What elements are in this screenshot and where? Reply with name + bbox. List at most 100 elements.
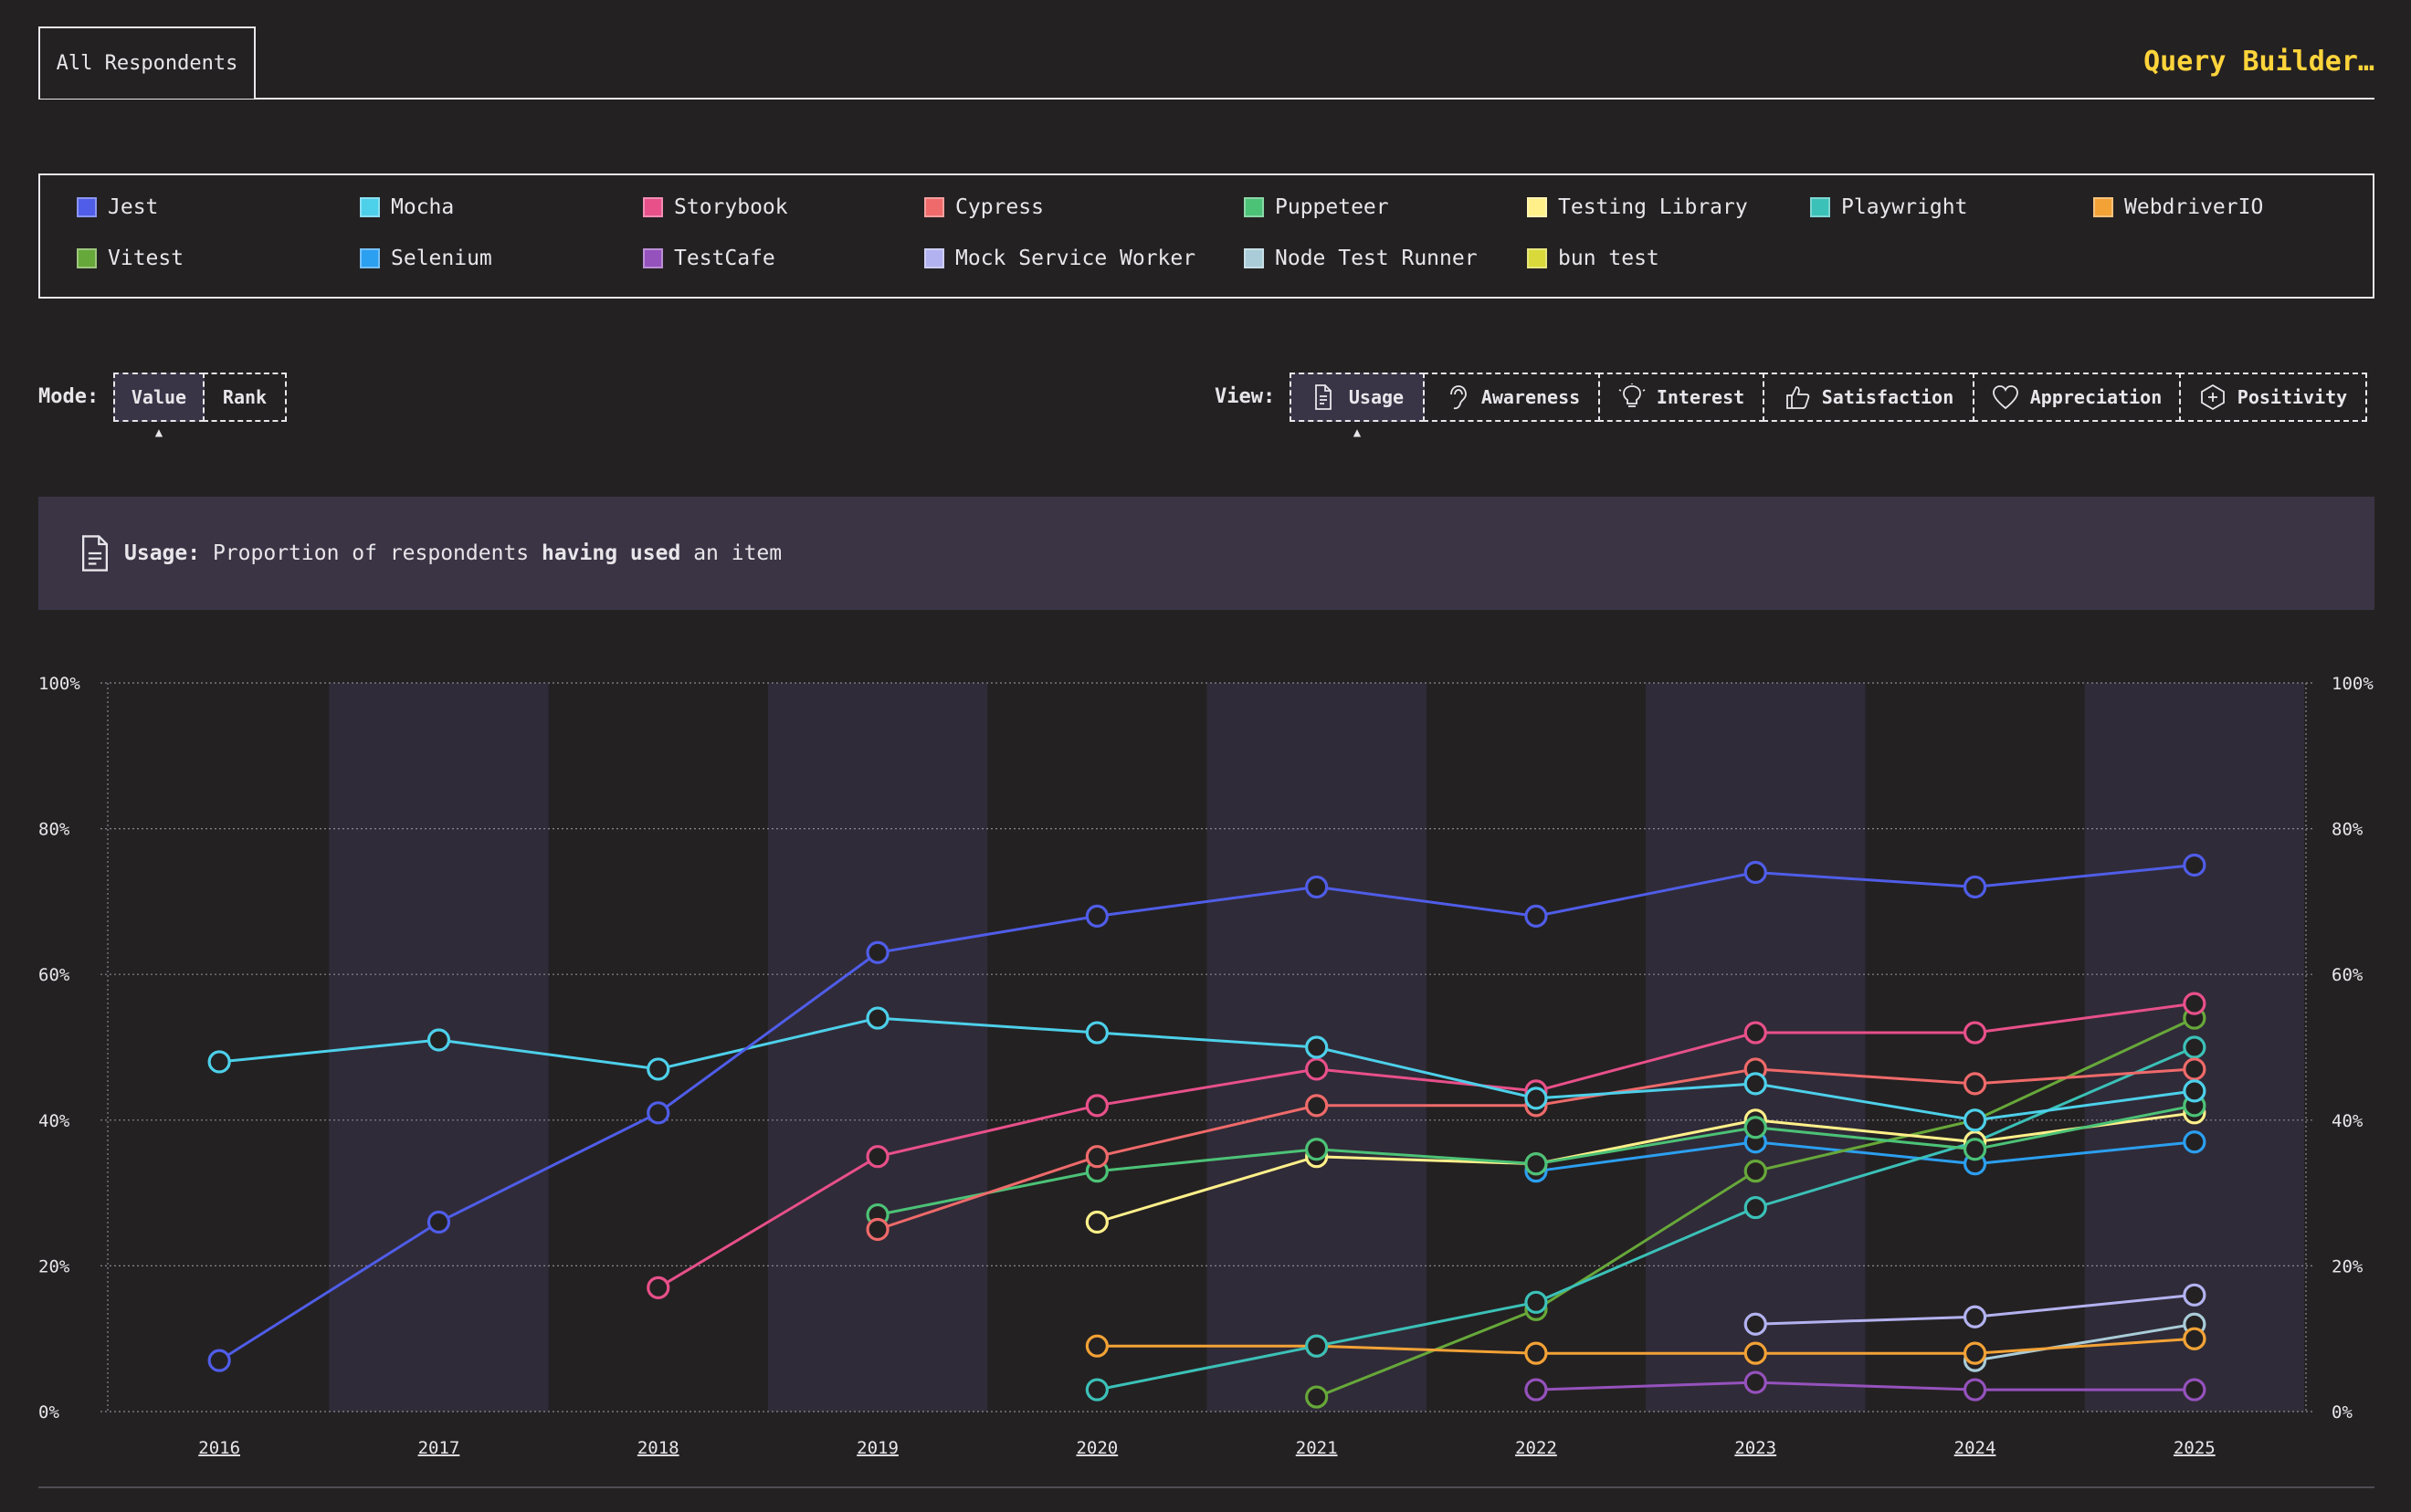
x-tick-label: 2025 bbox=[2174, 1438, 2216, 1458]
view-option-label: Appreciation bbox=[2029, 386, 2163, 408]
data-point bbox=[1743, 1072, 1767, 1096]
data-point bbox=[1743, 1021, 1767, 1045]
view-label: View: bbox=[1215, 385, 1276, 408]
series-line-testing-library bbox=[1096, 1111, 2195, 1223]
data-point bbox=[1524, 1378, 1548, 1402]
view-awareness-button[interactable]: Awareness bbox=[1423, 373, 1600, 422]
y-tick-label-left: 60% bbox=[38, 965, 70, 985]
legend-item-vitest[interactable]: Vitest bbox=[77, 247, 184, 270]
data-point bbox=[207, 1050, 231, 1074]
legend-item-bun-test[interactable]: bun test bbox=[1527, 247, 1659, 270]
data-point bbox=[1743, 1312, 1767, 1336]
legend-item-playwright[interactable]: Playwright bbox=[1810, 195, 1967, 219]
mode-toggle: Value ▲ Rank bbox=[113, 373, 287, 440]
data-point bbox=[1963, 1108, 1987, 1132]
series-line-testcafe bbox=[1535, 1381, 2195, 1391]
legend-item-storybook[interactable]: Storybook bbox=[643, 195, 788, 219]
legend-label: Node Test Runner bbox=[1275, 247, 1478, 270]
data-point bbox=[2183, 1378, 2206, 1402]
data-point bbox=[1305, 1035, 1329, 1059]
data-point bbox=[2183, 853, 2206, 877]
x-tick-label: 2022 bbox=[1515, 1438, 1557, 1458]
view-satisfaction-button[interactable]: Satisfaction bbox=[1763, 373, 1974, 422]
data-point bbox=[866, 1006, 890, 1030]
legend-item-selenium[interactable]: Selenium bbox=[360, 247, 492, 270]
data-point bbox=[866, 1145, 890, 1169]
respondents-tab[interactable]: All Respondents bbox=[38, 26, 256, 99]
query-builder-button[interactable]: Query Builder… bbox=[2143, 46, 2374, 78]
legend-item-webdriverio[interactable]: WebdriverIO bbox=[2093, 195, 2263, 219]
view-option-label: Satisfaction bbox=[1821, 386, 1954, 408]
legend-swatch bbox=[360, 248, 380, 268]
data-point bbox=[1524, 904, 1548, 928]
legend-label: Playwright bbox=[1841, 195, 1968, 219]
mode-value-button[interactable]: Value ▲ bbox=[113, 373, 205, 440]
legend-swatch bbox=[77, 197, 97, 217]
data-point bbox=[1743, 1195, 1767, 1220]
data-point bbox=[1085, 1210, 1109, 1234]
document-icon bbox=[1314, 384, 1332, 410]
data-point bbox=[1743, 1160, 1767, 1183]
legend-item-jest[interactable]: Jest bbox=[77, 195, 158, 219]
data-point bbox=[1743, 860, 1767, 885]
data-point bbox=[1524, 1290, 1548, 1314]
legend-swatch bbox=[77, 248, 97, 268]
data-point bbox=[1743, 1341, 1767, 1365]
legend-item-node-test-runner[interactable]: Node Test Runner bbox=[1244, 247, 1478, 270]
x-tick-label: 2019 bbox=[857, 1438, 899, 1458]
legend-label: Cypress bbox=[955, 195, 1044, 219]
legend-item-testcafe[interactable]: TestCafe bbox=[643, 247, 775, 270]
legend-label: Mocha bbox=[391, 195, 455, 219]
data-point bbox=[1305, 875, 1329, 899]
document-icon bbox=[82, 535, 108, 572]
data-point bbox=[1305, 1138, 1329, 1161]
y-tick-label-right: 80% bbox=[2332, 820, 2364, 840]
data-point bbox=[2183, 1130, 2206, 1154]
description-term: Usage: bbox=[124, 541, 201, 565]
view-appreciation-button[interactable]: Appreciation bbox=[1973, 373, 2181, 422]
x-tick-label: 2017 bbox=[418, 1438, 460, 1458]
view-interest-button[interactable]: Interest bbox=[1598, 373, 1764, 422]
data-point bbox=[647, 1276, 670, 1299]
series-line-storybook bbox=[658, 1002, 2195, 1289]
legend-label: Vitest bbox=[108, 247, 184, 270]
series-line-webdriverio bbox=[1097, 1337, 2195, 1355]
data-point bbox=[1963, 1072, 1987, 1096]
legend-label: Selenium bbox=[391, 247, 492, 270]
legend-item-mock-service-worker[interactable]: Mock Service Worker bbox=[924, 247, 1195, 270]
legend-item-mocha[interactable]: Mocha bbox=[360, 195, 454, 219]
legend-item-testing-library[interactable]: Testing Library bbox=[1527, 195, 1748, 219]
legend-swatch bbox=[1527, 248, 1547, 268]
legend-item-puppeteer[interactable]: Puppeteer bbox=[1244, 195, 1389, 219]
data-point bbox=[1963, 1021, 1987, 1045]
data-point bbox=[1085, 904, 1109, 928]
view-usage-button[interactable]: Usage ▲ bbox=[1290, 373, 1425, 440]
plus-hexagon-icon bbox=[2200, 383, 2225, 411]
metric-description: Usage: Proportion of respondents having … bbox=[38, 497, 2374, 610]
header-divider bbox=[38, 98, 2374, 100]
legend-swatch bbox=[643, 197, 663, 217]
data-point bbox=[1305, 1094, 1329, 1118]
legend-swatch bbox=[360, 197, 380, 217]
view-positivity-button[interactable]: Positivity bbox=[2179, 373, 2367, 422]
data-point bbox=[207, 1349, 231, 1372]
data-point bbox=[426, 1210, 451, 1234]
view-option-label: Interest bbox=[1656, 386, 1745, 408]
x-tick-label: 2023 bbox=[1734, 1438, 1776, 1458]
data-point bbox=[1963, 1138, 1987, 1161]
data-point bbox=[1085, 1334, 1109, 1358]
data-point bbox=[1085, 1378, 1109, 1402]
x-tick-label: 2020 bbox=[1076, 1438, 1118, 1458]
mode-rank-button[interactable]: Rank bbox=[203, 373, 287, 422]
y-tick-label-left: 80% bbox=[38, 820, 70, 840]
description-strong: having used bbox=[542, 541, 681, 565]
legend-label: Mock Service Worker bbox=[955, 247, 1196, 270]
legend-item-cypress[interactable]: Cypress bbox=[924, 195, 1044, 219]
legend-swatch bbox=[1244, 197, 1264, 217]
series-line-selenium bbox=[1535, 1140, 2195, 1173]
data-point bbox=[647, 1057, 670, 1081]
data-point bbox=[1743, 1370, 1767, 1394]
thumbs-up-icon bbox=[1785, 386, 1810, 409]
data-point bbox=[1085, 1021, 1109, 1045]
series-line-mocha bbox=[219, 1016, 2195, 1122]
